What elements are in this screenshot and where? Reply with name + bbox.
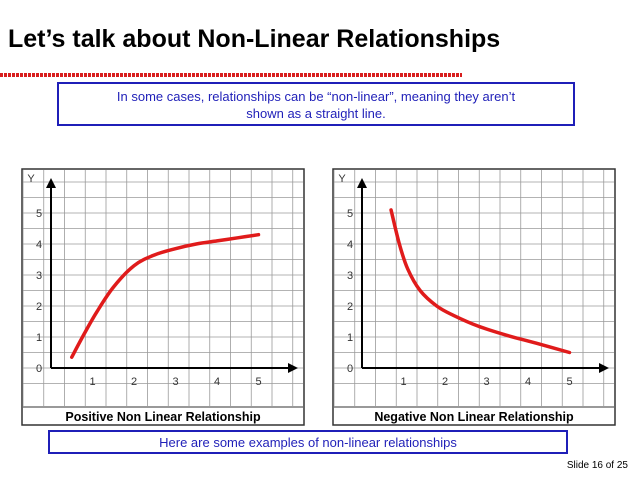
- x-axis-arrow: [599, 363, 609, 373]
- examples-caption: Here are some examples of non-linear rel…: [159, 435, 457, 450]
- y-tick-label: 4: [36, 239, 42, 251]
- x-tick-label: 1: [89, 376, 95, 388]
- y-tick-label: 2: [347, 301, 353, 313]
- intro-text-box: In some cases, relationships can be “non…: [57, 82, 575, 126]
- y-tick-label: 1: [36, 332, 42, 344]
- x-tick-label: 3: [483, 376, 489, 388]
- series-line: [389, 208, 572, 355]
- y-tick-label: 1: [347, 332, 353, 344]
- caption-band: [23, 407, 303, 424]
- x-tick-label: 5: [255, 376, 261, 388]
- y-tick-label: 5: [347, 208, 353, 220]
- examples-caption-box: Here are some examples of non-linear rel…: [48, 430, 568, 454]
- y-axis-label: Y: [27, 173, 35, 185]
- y-tick-label: 3: [36, 270, 42, 282]
- y-tick-label: 4: [347, 239, 353, 251]
- slide-number: Slide 16 of 25: [566, 460, 628, 471]
- x-tick-label: 5: [566, 376, 572, 388]
- x-tick-label: 4: [214, 376, 220, 388]
- x-tick-label: 2: [442, 376, 448, 388]
- y-tick-label: 3: [347, 270, 353, 282]
- x-axis-arrow: [288, 363, 298, 373]
- positive-nonlinear-chart: Positive Non Linear RelationshipXY123450…: [21, 168, 305, 426]
- y-axis-arrow: [357, 178, 367, 188]
- chart-caption: Negative Non Linear Relationship: [374, 410, 574, 424]
- y-axis-arrow: [46, 178, 56, 188]
- chart-grid: [22, 170, 303, 406]
- y-tick-label: 5: [36, 208, 42, 220]
- x-tick-label: 4: [525, 376, 531, 388]
- y-axis-label: Y: [338, 173, 346, 185]
- y-tick-label: 2: [36, 301, 42, 313]
- x-tick-label: 2: [131, 376, 137, 388]
- x-tick-label: 3: [172, 376, 178, 388]
- chart-caption: Positive Non Linear Relationship: [65, 410, 261, 424]
- negative-nonlinear-chart: Negative Non Linear RelationshipXY123450…: [332, 168, 616, 426]
- y-tick-label: 0: [347, 363, 353, 375]
- slide-title: Let’s talk about Non-Linear Relationship…: [8, 25, 501, 53]
- chart-frame: [21, 168, 305, 426]
- x-tick-label: 1: [400, 376, 406, 388]
- chart-frame: [332, 168, 616, 426]
- intro-line-1: In some cases, relationships can be “non…: [116, 89, 516, 104]
- caption-band: [334, 407, 614, 424]
- series-line: [70, 232, 261, 359]
- y-tick-label: 0: [36, 363, 42, 375]
- title-underline: [0, 73, 462, 77]
- intro-line-2: shown as a straight line.: [246, 106, 386, 121]
